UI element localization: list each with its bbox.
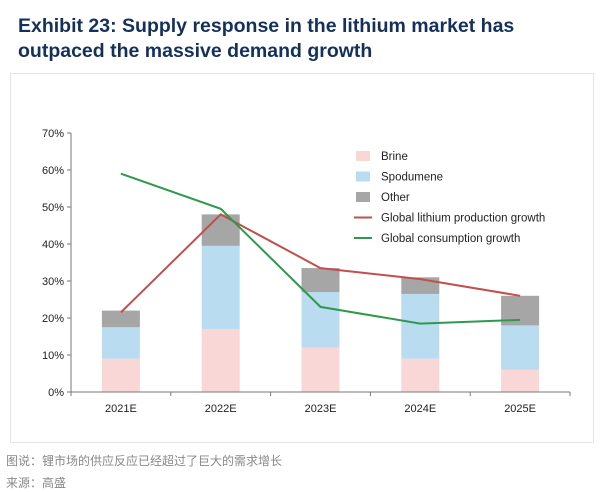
y-tick-label: 70%: [42, 128, 64, 140]
production-growth-line: [120, 213, 521, 314]
x-tick-label: 2021E: [105, 403, 137, 415]
bar-other: [101, 310, 140, 328]
y-axis: 0% 10% 20% 30% 40% 50% 60% 70%: [42, 128, 72, 399]
y-tick-label: 0%: [48, 387, 64, 399]
legend-label: Other: [381, 192, 410, 204]
consumption-growth-line: [120, 172, 521, 325]
legend-swatch: [356, 192, 370, 202]
bar-spodumene: [501, 325, 540, 370]
bar-brine: [401, 358, 440, 392]
bar-spodumene: [101, 327, 140, 359]
y-tick-label: 50%: [42, 202, 64, 214]
bar-brine: [501, 369, 540, 392]
legend-label: Spodumene: [381, 172, 443, 184]
bar-spodumene: [201, 245, 240, 330]
y-tick-label: 30%: [42, 276, 64, 288]
y-tick-label: 10%: [42, 350, 64, 362]
legend-swatch: [356, 151, 370, 161]
chart-frame: [10, 73, 594, 443]
bar-brine: [201, 329, 240, 392]
x-tick-label: 2024E: [404, 403, 436, 415]
figure-caption: 图说：锂市场的供应反应已经超过了巨大的需求增长: [6, 454, 283, 468]
bar-other: [301, 268, 340, 293]
y-tick-label: 20%: [42, 313, 64, 325]
chart-title: Exhibit 23: Supply response in the lithi…: [18, 15, 515, 62]
bar-brine: [301, 347, 340, 392]
bar-layer: [101, 214, 540, 392]
bar-brine: [101, 358, 140, 392]
legend-swatch: [356, 171, 370, 182]
chart-area: 0%10%20%30%40%50%60%70% 2021E 2022E 2023E 2…: [42, 128, 571, 415]
source-note: 来源：高盛: [6, 476, 67, 490]
line-layer: [120, 172, 521, 325]
legend-label: Global consumption growth: [381, 233, 520, 245]
x-tick-label: 2022E: [205, 403, 237, 415]
legend-label: Brine: [381, 151, 408, 163]
x-axis: 2021E 2022E 2023E 2024E 2025E: [70, 391, 571, 415]
x-tick-label: 2025E: [504, 403, 536, 415]
y-tick-label: 60%: [42, 165, 64, 177]
legend-label: Global lithium production growth: [381, 213, 545, 225]
bar-spodumene: [401, 293, 440, 359]
legend: Brine Spodumene Other Global lithium produc…: [354, 151, 545, 245]
bar-other: [201, 214, 240, 246]
x-tick-label: 2023E: [305, 403, 337, 415]
bar-spodumene: [301, 292, 340, 348]
y-tick-label: 40%: [42, 239, 64, 251]
